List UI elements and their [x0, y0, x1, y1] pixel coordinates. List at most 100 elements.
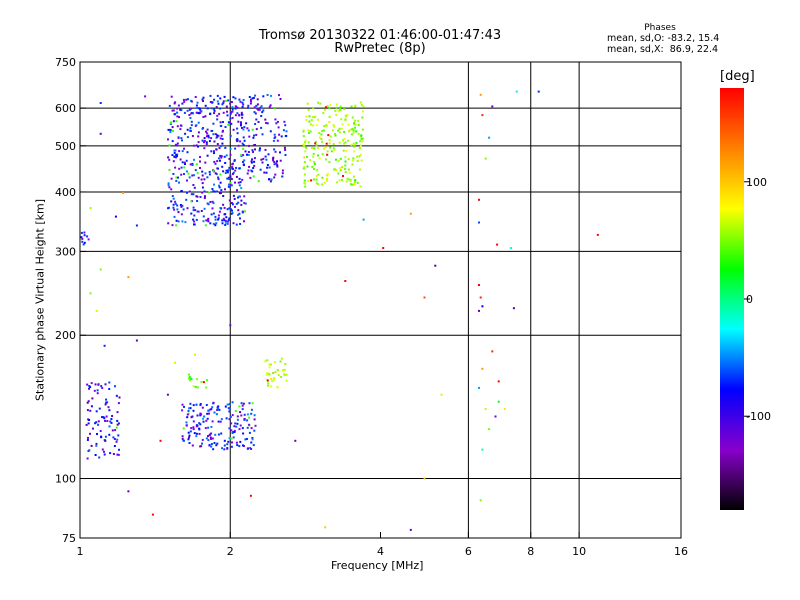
echo-point	[231, 431, 234, 434]
echo-point	[273, 176, 276, 179]
echo-point	[347, 158, 350, 161]
echo-point	[180, 109, 183, 112]
echo-point	[232, 222, 235, 225]
echo-point	[183, 405, 185, 408]
echo-point	[83, 241, 86, 244]
echo-point	[223, 206, 226, 209]
echo-point	[95, 444, 98, 447]
echo-point	[188, 442, 191, 444]
echo-point	[360, 159, 363, 162]
echo-point	[197, 141, 200, 144]
echo-point	[216, 406, 219, 409]
echo-point	[252, 96, 255, 99]
echo-point	[249, 102, 252, 105]
echo-point	[496, 243, 499, 246]
y-tick-label: 400	[55, 186, 76, 199]
echo-point	[350, 183, 353, 186]
echo-point	[268, 363, 271, 366]
echo-point	[219, 207, 222, 209]
echo-point	[239, 440, 242, 443]
echo-point	[203, 147, 206, 150]
echo-point	[234, 181, 236, 184]
echo-point	[221, 219, 224, 222]
echo-point	[225, 417, 228, 420]
echo-point	[208, 140, 211, 143]
echo-point	[333, 125, 336, 128]
echo-point	[176, 125, 179, 128]
echo-point	[224, 172, 227, 174]
echo-point	[217, 217, 220, 220]
echo-point	[190, 120, 193, 123]
echo-point	[228, 418, 231, 421]
echo-point	[196, 172, 199, 175]
echo-point	[205, 130, 207, 133]
echo-point	[226, 403, 229, 406]
echo-point	[221, 103, 224, 106]
echo-point	[335, 106, 338, 109]
echo-point	[203, 415, 206, 418]
echo-point	[252, 144, 255, 147]
echo-point	[184, 163, 186, 165]
echo-point	[257, 180, 260, 183]
echo-point	[225, 169, 228, 172]
echo-point	[213, 442, 216, 444]
colorbar	[720, 88, 744, 510]
echo-point	[192, 206, 195, 209]
echo-point	[233, 431, 236, 433]
echo-point	[325, 142, 328, 145]
echo-point	[188, 407, 191, 410]
echo-point	[235, 425, 238, 428]
echo-point	[313, 161, 316, 164]
echo-point	[346, 177, 349, 180]
echo-point	[195, 144, 198, 147]
echo-point	[276, 386, 279, 389]
echo-point	[344, 118, 347, 121]
echo-point	[332, 124, 335, 127]
echo-point	[193, 220, 196, 223]
echo-point	[284, 154, 287, 156]
echo-point	[267, 153, 270, 156]
echo-point	[201, 139, 204, 142]
echo-point	[205, 143, 208, 145]
echo-point	[229, 416, 232, 418]
echo-point	[88, 387, 90, 390]
echo-point	[109, 452, 112, 455]
echo-point	[354, 183, 356, 186]
echo-point	[265, 373, 268, 376]
echo-point	[250, 412, 253, 415]
echo-point	[356, 160, 359, 162]
echo-point	[192, 112, 195, 115]
echo-point	[231, 167, 234, 170]
echo-point	[224, 146, 227, 149]
echo-point	[326, 153, 329, 156]
echo-point	[305, 146, 308, 149]
echo-point	[220, 189, 223, 192]
echo-point	[213, 98, 216, 101]
echo-point	[234, 114, 237, 117]
echo-point	[272, 159, 275, 162]
echo-point	[192, 184, 195, 186]
echo-point	[270, 385, 273, 388]
echo-point	[113, 438, 116, 440]
echo-point	[187, 438, 190, 441]
y-tick-label: 100	[55, 473, 76, 486]
echo-point	[181, 403, 184, 406]
echo-point	[213, 108, 216, 111]
echo-point	[347, 178, 350, 181]
echo-point	[225, 154, 228, 157]
echo-point	[172, 109, 175, 112]
echo-point	[285, 130, 288, 133]
echo-point	[197, 135, 200, 138]
echo-point	[227, 407, 230, 410]
echo-point	[478, 198, 480, 201]
echo-point	[118, 448, 120, 451]
echo-point	[253, 134, 255, 137]
echo-point	[229, 147, 232, 150]
echo-point	[243, 220, 245, 223]
echo-point	[239, 411, 242, 414]
echo-point	[276, 164, 279, 167]
echo-point	[218, 184, 220, 187]
echo-point	[273, 163, 276, 166]
echo-point	[202, 100, 204, 102]
echo-point	[228, 427, 231, 430]
